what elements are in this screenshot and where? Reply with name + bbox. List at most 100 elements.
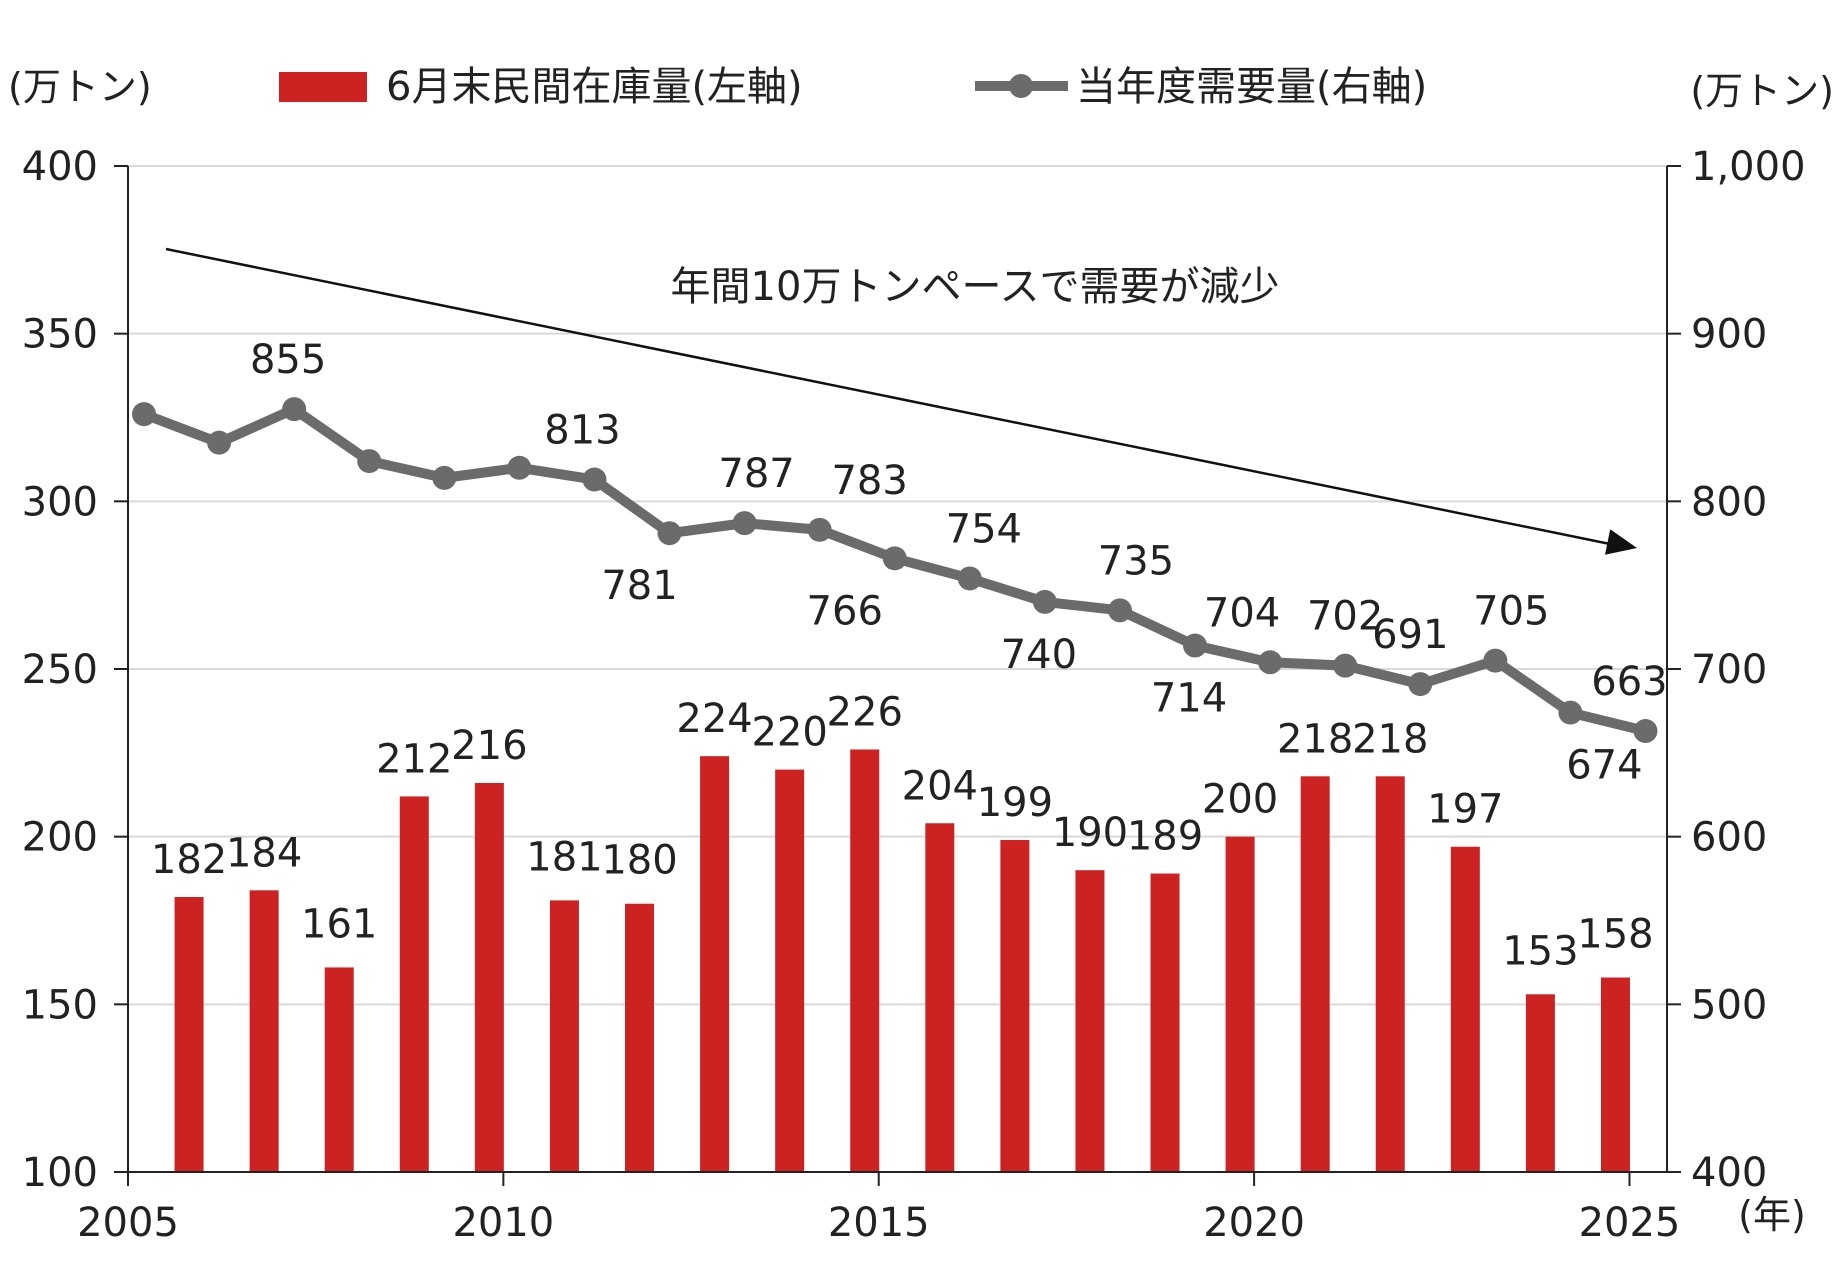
axes: 100 150 200 250 300 350 400 400 500 600 700 800 900 1… — [22, 144, 1806, 1246]
bar — [1450, 846, 1480, 1172]
bar-value-label: 199 — [977, 780, 1053, 826]
demand-point — [1107, 598, 1132, 623]
x-axis-unit: (年) — [1738, 1193, 1806, 1237]
bar — [1375, 776, 1405, 1172]
bar-value-label: 218 — [1352, 716, 1428, 762]
bar — [174, 897, 204, 1172]
bar-value-label: 190 — [1052, 810, 1128, 856]
demand-point — [1183, 633, 1208, 658]
demand-value-label: 783 — [831, 458, 907, 504]
right-tick-label: 900 — [1691, 312, 1767, 358]
bar — [1150, 873, 1180, 1172]
bar-value-label: 220 — [751, 710, 827, 756]
demand-point — [657, 521, 682, 546]
demand-point — [207, 430, 232, 455]
demand-value-label: 704 — [1204, 590, 1280, 636]
left-tick-label: 250 — [22, 647, 98, 693]
x-tick-label: 2005 — [77, 1200, 179, 1246]
bar-value-label: 218 — [1277, 716, 1353, 762]
demand-value-label: 754 — [946, 506, 1022, 552]
bar — [1000, 840, 1030, 1172]
legend-bar-swatch — [279, 72, 367, 102]
demand-point — [507, 455, 532, 480]
right-axis-unit: (万トン) — [1690, 69, 1834, 113]
demand-point — [282, 397, 307, 422]
bar — [1525, 994, 1555, 1172]
left-tick-label: 300 — [22, 479, 98, 525]
demand-point — [807, 517, 832, 542]
right-tick-label: 1,000 — [1691, 144, 1806, 190]
bar-value-label: 182 — [151, 837, 227, 883]
bar — [249, 890, 279, 1172]
demand-value-label: 787 — [718, 451, 794, 497]
bar-value-label: 197 — [1427, 787, 1503, 833]
demand-value-label: 674 — [1566, 743, 1642, 789]
bar-value-label: 180 — [601, 838, 677, 884]
demand-value-label: 702 — [1307, 594, 1383, 640]
left-tick-label: 100 — [22, 1150, 98, 1196]
trend-line — [165, 247, 1616, 547]
left-tick-label: 350 — [22, 312, 98, 358]
bar-value-label: 216 — [451, 723, 527, 769]
bar — [775, 769, 805, 1172]
data-labels: 1821841612122161811802242202262041991901… — [151, 337, 1668, 974]
bar — [324, 967, 354, 1172]
left-axis-unit: (万トン) — [8, 65, 152, 109]
demand-value-label: 781 — [601, 563, 677, 609]
demand-value-label: 714 — [1151, 676, 1227, 722]
bar-series — [174, 749, 1630, 1172]
left-tick-label: 150 — [22, 982, 98, 1028]
bar-value-label: 189 — [1127, 814, 1203, 860]
right-tick-label: 700 — [1691, 647, 1767, 693]
demand-point — [132, 402, 156, 427]
demand-point — [1333, 653, 1358, 678]
demand-point — [882, 546, 907, 571]
right-tick-label: 500 — [1691, 982, 1767, 1028]
bar — [625, 903, 655, 1172]
legend-line-label: 当年度需要量(右軸) — [1076, 64, 1427, 110]
demand-point — [582, 467, 607, 492]
bar-value-label: 200 — [1202, 777, 1278, 823]
left-tick-label: 400 — [22, 144, 98, 190]
demand-point — [1558, 700, 1583, 725]
x-tick-label: 2020 — [1203, 1200, 1305, 1246]
demand-value-label: 855 — [250, 337, 326, 383]
x-tick-label: 2025 — [1579, 1200, 1681, 1246]
bar-value-label: 153 — [1502, 928, 1578, 974]
demand-value-label: 766 — [807, 588, 883, 634]
right-tick-label: 600 — [1691, 815, 1767, 861]
demand-value-label: 740 — [1001, 632, 1077, 678]
bar-value-label: 226 — [827, 689, 903, 735]
bar-value-label: 158 — [1577, 912, 1653, 958]
bar — [700, 756, 730, 1172]
demand-value-label: 813 — [544, 408, 620, 454]
bar-value-label: 161 — [301, 901, 377, 947]
demand-value-label: 691 — [1372, 612, 1448, 658]
demand-point — [1408, 672, 1433, 697]
bar — [1300, 776, 1330, 1172]
legend-bar-label: 6月末民間在庫量(左軸) — [386, 64, 803, 110]
bar — [1075, 870, 1105, 1172]
trend-arrow — [165, 247, 1637, 555]
bar — [399, 796, 429, 1172]
right-tick-label: 800 — [1691, 479, 1767, 525]
trend-arrowhead — [1605, 529, 1637, 555]
bar — [1600, 977, 1630, 1172]
bar — [925, 823, 955, 1172]
demand-point — [957, 566, 982, 591]
left-tick-label: 200 — [22, 815, 98, 861]
legend-line-marker — [1009, 74, 1033, 98]
bar — [850, 749, 880, 1172]
legend: 6月末民間在庫量(左軸) 当年度需要量(右軸) — [279, 64, 1427, 110]
bar-value-label: 184 — [226, 830, 302, 876]
grid-lines — [128, 165, 1667, 1006]
bar — [474, 783, 504, 1172]
x-tick-label: 2015 — [828, 1200, 930, 1246]
demand-value-label: 705 — [1473, 589, 1549, 635]
bar-value-label: 224 — [676, 696, 752, 742]
demand-value-label: 663 — [1591, 659, 1667, 705]
line-series — [132, 397, 1658, 744]
demand-point — [732, 511, 757, 536]
bar-value-label: 204 — [902, 763, 978, 809]
